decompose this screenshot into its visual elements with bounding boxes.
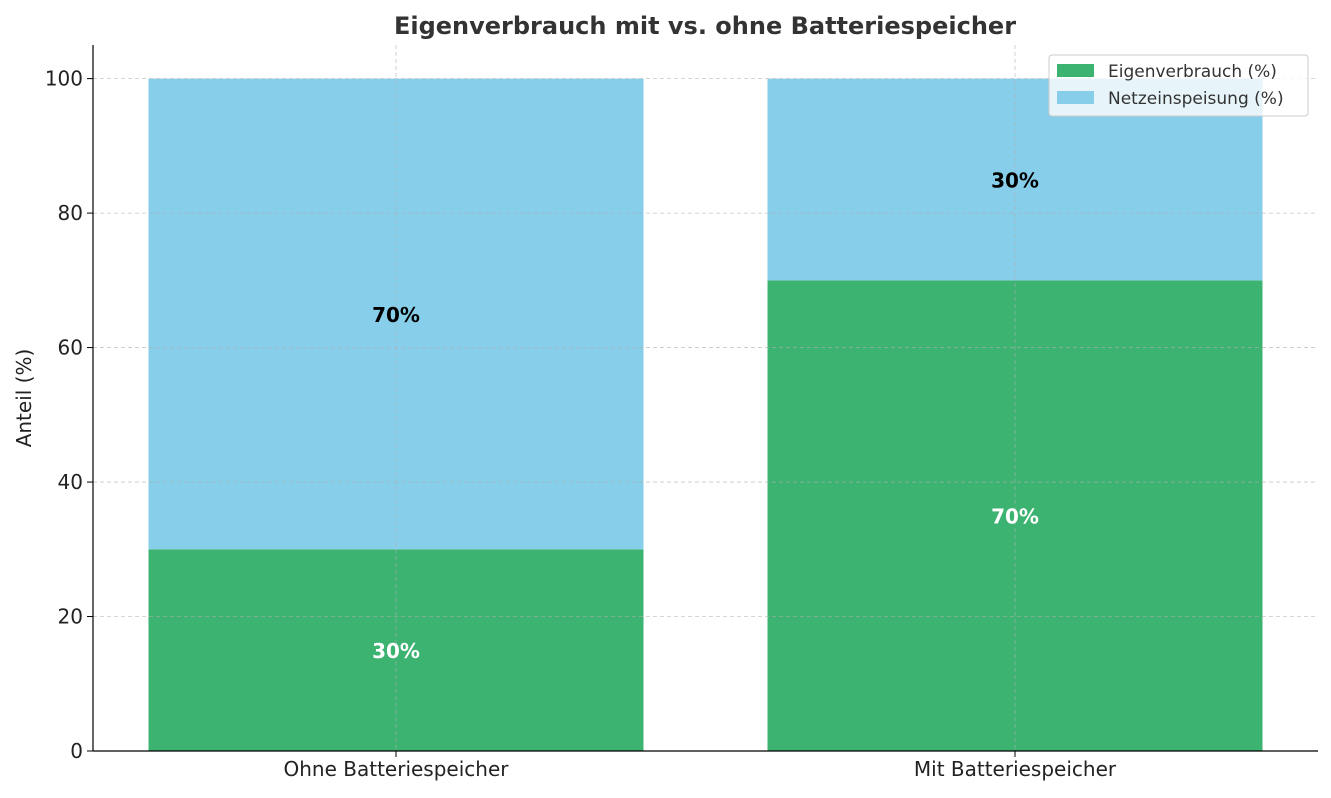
legend-swatch — [1057, 64, 1094, 77]
data-label: 30% — [991, 168, 1039, 192]
data-label: 30% — [372, 639, 420, 663]
y-tick-label: 60 — [58, 336, 83, 360]
legend-box — [1048, 54, 1309, 117]
data-label: 70% — [991, 505, 1039, 529]
y-tick-label: 0 — [70, 739, 83, 763]
x-tick-label: Ohne Batteriespeicher — [284, 757, 510, 781]
legend-swatch — [1057, 91, 1094, 104]
y-tick-label: 100 — [45, 67, 83, 91]
legend: Eigenverbrauch (%) Netzeinspeisung (%) — [1048, 54, 1309, 117]
chart-title: Eigenverbrauch mit vs. ohne Batteriespei… — [394, 12, 1016, 40]
x-tick-label: Mit Batteriespeicher — [914, 757, 1117, 781]
legend-label: Netzeinspeisung (%) — [1108, 89, 1284, 109]
data-label: 70% — [372, 303, 420, 327]
y-axis-label: Anteil (%) — [12, 349, 36, 448]
legend-label: Eigenverbrauch (%) — [1108, 62, 1277, 82]
y-tick-label: 40 — [58, 470, 83, 494]
y-tick-label: 80 — [58, 201, 83, 225]
y-tick-label: 20 — [58, 605, 83, 629]
